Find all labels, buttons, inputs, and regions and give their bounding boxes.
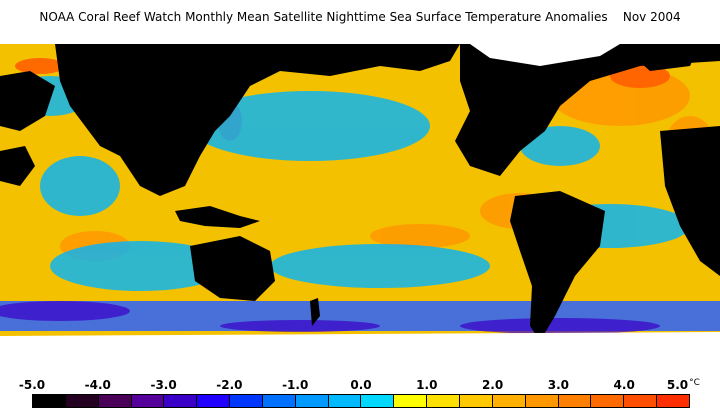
land-greenland bbox=[620, 44, 700, 71]
sst-anomaly-map bbox=[0, 36, 720, 370]
colorbar-tick-label: -4.0 bbox=[84, 378, 111, 392]
colorbar-swatch bbox=[591, 395, 625, 407]
colorbar-swatch bbox=[65, 395, 99, 407]
colorbar-swatch bbox=[624, 395, 658, 407]
landmasses bbox=[0, 44, 720, 341]
colorbar-swatch bbox=[33, 395, 66, 407]
land-indonesia bbox=[175, 206, 260, 228]
colorbar-tick-label: -1.0 bbox=[282, 378, 309, 392]
land-north-america bbox=[455, 44, 720, 176]
colorbar-swatch bbox=[295, 395, 329, 407]
colorbar-swatch bbox=[361, 395, 395, 407]
colorbar-swatch bbox=[164, 395, 198, 407]
colorbar-swatch bbox=[262, 395, 296, 407]
colorbar-tick-label: -3.0 bbox=[150, 378, 177, 392]
colorbar-swatch bbox=[197, 395, 231, 407]
colorbar-tick-label: 3.0 bbox=[547, 378, 570, 392]
colorbar-ticks: -5.0 -4.0 -3.0 -2.0 -1.0 0.0 1.0 2.0 3.0 4.0 5.0°C bbox=[0, 378, 720, 394]
colorbar-swatch bbox=[492, 395, 526, 407]
land-africa-east bbox=[0, 146, 35, 186]
colorbar-swatch bbox=[558, 395, 592, 407]
land-australia bbox=[190, 236, 275, 301]
colorbar-swatch bbox=[657, 395, 689, 407]
colorbar-swatch bbox=[230, 395, 263, 407]
colorbar bbox=[32, 394, 690, 408]
colorbar-unit: °C bbox=[689, 378, 700, 388]
colorbar-swatch bbox=[328, 395, 362, 407]
colorbar-swatch bbox=[394, 395, 428, 407]
colorbar-tick-label: -5.0 bbox=[18, 378, 46, 392]
colorbar-swatch bbox=[459, 395, 493, 407]
land-africa-right bbox=[660, 126, 720, 276]
colorbar-tick-label: -2.0 bbox=[216, 378, 243, 392]
colorbar-swatch bbox=[98, 395, 132, 407]
land-south-america bbox=[510, 191, 605, 341]
land-asia bbox=[55, 44, 460, 196]
ice-arctic bbox=[470, 44, 620, 66]
southern-ocean-deep bbox=[0, 301, 660, 334]
land-europe-africa-west bbox=[0, 71, 55, 131]
colorbar-swatch bbox=[525, 395, 559, 407]
colorbar-tick-label: 5.0°C bbox=[666, 378, 700, 392]
sea-ice bbox=[0, 44, 720, 370]
colorbar-swatch bbox=[131, 395, 165, 407]
land-new-zealand bbox=[310, 298, 320, 326]
colorbar-tick-label: 2.0 bbox=[481, 378, 504, 392]
colorbar-tick-label: 4.0 bbox=[613, 378, 635, 392]
map-title: NOAA Coral Reef Watch Monthly Mean Satel… bbox=[39, 10, 681, 24]
ice-antarctic-shelf bbox=[280, 334, 400, 360]
colorbar-tick-label: 1.0 bbox=[416, 378, 438, 392]
colorbar-swatch bbox=[427, 395, 460, 407]
colorbar-tick-label: 0.0 bbox=[350, 378, 372, 392]
